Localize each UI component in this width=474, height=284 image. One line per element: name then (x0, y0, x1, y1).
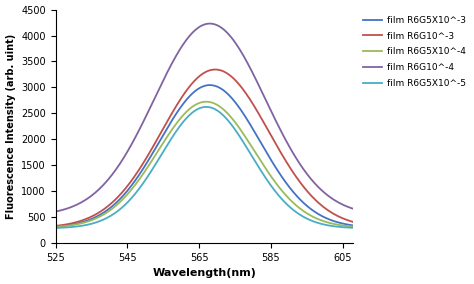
film R6G10^-3 (284, 162, 290, 165)
film R6G10^-3 (72, 221, 77, 224)
film R6G5X10^-3 (247, 123, 253, 126)
Line: film R6G5X10^-3: film R6G5X10^-3 (55, 85, 360, 227)
film R6G5X10^-5 (53, 226, 58, 230)
film R6G5X10^-5 (316, 222, 321, 225)
Legend: film R6G5X10^-3, film R6G10^-3, film R6G5X10^-4, film R6G10^-4, film R6G5X10^-5: film R6G5X10^-3, film R6G10^-3, film R6G… (361, 14, 468, 90)
film R6G10^-4 (72, 204, 77, 208)
film R6G5X10^-3 (53, 225, 58, 228)
film R6G5X10^-5 (284, 203, 290, 206)
film R6G5X10^-5 (203, 105, 209, 108)
film R6G10^-4 (316, 185, 321, 189)
Y-axis label: Fluorescence Intensity (arb. uint): Fluorescence Intensity (arb. uint) (6, 34, 16, 219)
film R6G5X10^-5 (247, 152, 253, 155)
film R6G5X10^-4 (238, 129, 244, 132)
film R6G10^-3 (230, 76, 236, 80)
film R6G10^-3 (212, 68, 218, 71)
film R6G5X10^-4 (72, 223, 77, 226)
film R6G5X10^-5 (230, 125, 236, 128)
film R6G10^-4 (207, 22, 212, 25)
film R6G5X10^-4 (284, 195, 290, 199)
film R6G5X10^-3 (316, 212, 321, 216)
film R6G5X10^-3 (284, 183, 290, 186)
film R6G5X10^-4 (203, 100, 209, 103)
film R6G10^-4 (238, 50, 244, 53)
film R6G10^-3 (357, 222, 363, 225)
film R6G5X10^-3 (357, 225, 363, 228)
film R6G10^-3 (316, 201, 321, 204)
film R6G10^-4 (53, 210, 58, 213)
film R6G5X10^-3 (207, 83, 212, 87)
film R6G5X10^-3 (72, 222, 77, 226)
film R6G5X10^-4 (316, 218, 321, 221)
film R6G5X10^-4 (230, 118, 236, 121)
film R6G5X10^-3 (230, 98, 236, 101)
film R6G5X10^-5 (357, 226, 363, 230)
X-axis label: Wavelength(nm): Wavelength(nm) (153, 268, 256, 278)
film R6G5X10^-4 (357, 225, 363, 229)
film R6G5X10^-4 (247, 143, 253, 146)
film R6G5X10^-5 (238, 137, 244, 140)
film R6G10^-4 (230, 38, 236, 41)
Line: film R6G10^-4: film R6G10^-4 (55, 24, 360, 212)
film R6G5X10^-4 (53, 225, 58, 229)
film R6G10^-3 (238, 85, 244, 88)
film R6G5X10^-5 (72, 225, 77, 228)
film R6G10^-4 (284, 141, 290, 145)
film R6G10^-3 (247, 98, 253, 101)
Line: film R6G5X10^-5: film R6G5X10^-5 (55, 107, 360, 228)
film R6G10^-3 (53, 224, 58, 227)
Line: film R6G5X10^-4: film R6G5X10^-4 (55, 102, 360, 227)
film R6G10^-4 (357, 209, 363, 212)
Line: film R6G10^-3: film R6G10^-3 (55, 70, 360, 226)
film R6G10^-4 (247, 66, 253, 70)
film R6G5X10^-3 (238, 108, 244, 112)
